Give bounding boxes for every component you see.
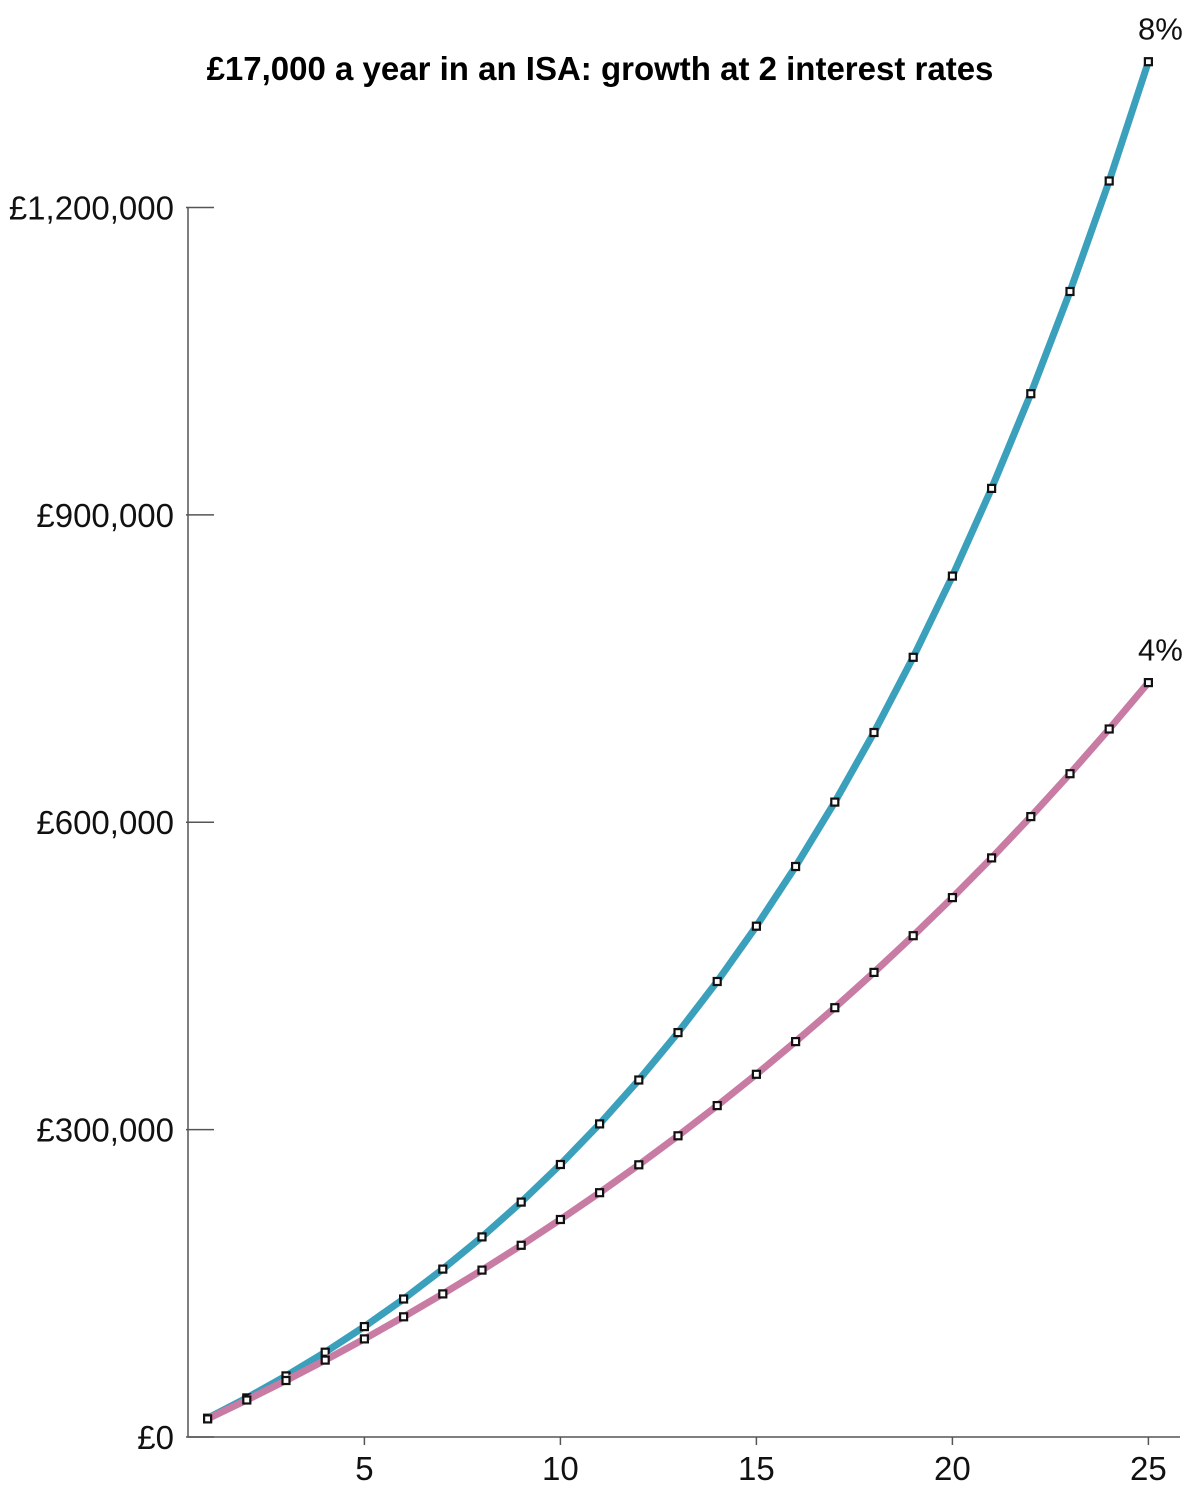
data-point [1065, 769, 1075, 779]
series-labels: 8% 4% [1138, 12, 1183, 668]
data-point [908, 652, 918, 662]
series-line [204, 679, 1152, 1423]
data-point [1026, 389, 1036, 399]
data-point [359, 1334, 369, 1344]
data-point [634, 1160, 644, 1170]
data-point [712, 976, 722, 987]
data-point [1143, 57, 1154, 67]
data-point [516, 1197, 526, 1207]
data-point [242, 1395, 252, 1405]
data-point [1065, 286, 1075, 297]
data-point [1026, 811, 1036, 822]
data-point [908, 931, 918, 941]
data-point [594, 1119, 605, 1129]
data-point [790, 1036, 801, 1047]
data-point [947, 571, 958, 581]
series-line [204, 58, 1152, 1422]
data-point [869, 967, 879, 978]
x-tick-label: 15 [738, 1450, 775, 1487]
data-point [477, 1232, 487, 1242]
data-point [555, 1159, 566, 1170]
data-point [673, 1131, 683, 1141]
data-point [477, 1265, 487, 1275]
data-point [203, 1414, 213, 1424]
data-point [790, 861, 801, 872]
y-tick-label: £300,000 [36, 1112, 174, 1149]
data-point [1104, 176, 1114, 186]
data-point [399, 1312, 409, 1322]
x-tick-label: 5 [355, 1450, 373, 1487]
data-point [516, 1240, 526, 1250]
data-point [320, 1355, 330, 1365]
data-point [751, 921, 762, 931]
series-end-label: 8% [1138, 12, 1183, 47]
data-point [359, 1321, 369, 1332]
y-tick-label: £1,200,000 [9, 189, 174, 226]
y-tick-label: £600,000 [36, 804, 174, 841]
series-1 [203, 677, 1154, 1424]
data-point [555, 1214, 566, 1225]
x-tick-label: 10 [542, 1450, 579, 1487]
data-point [751, 1069, 762, 1079]
data-point [399, 1294, 409, 1304]
series-end-label: 4% [1138, 633, 1183, 668]
data-point [986, 853, 997, 863]
data-point [830, 1003, 840, 1013]
data-point [320, 1347, 330, 1357]
axes: £0 £300,000 £600,000 £900,000 £1,200,000 5 10 1… [9, 189, 1180, 1487]
data-point [1104, 724, 1114, 734]
data-point [281, 1375, 291, 1386]
data-point [634, 1075, 644, 1085]
data-point [830, 797, 840, 807]
data-point [1143, 677, 1154, 688]
y-tick-label: £0 [137, 1419, 174, 1456]
data-point [438, 1264, 448, 1274]
y-tick-label: £900,000 [36, 497, 174, 534]
data-point [947, 892, 958, 903]
series-layer [203, 57, 1154, 1424]
data-point [438, 1289, 448, 1299]
data-point [594, 1188, 605, 1198]
x-tick-label: 25 [1130, 1450, 1167, 1487]
data-point [673, 1027, 683, 1038]
x-tick-label: 20 [934, 1450, 971, 1487]
data-point [712, 1100, 722, 1111]
chart-title: £17,000 a year in an ISA: growth at 2 in… [206, 50, 994, 87]
series-0 [203, 57, 1154, 1423]
data-point [869, 727, 879, 738]
data-point [986, 483, 997, 493]
